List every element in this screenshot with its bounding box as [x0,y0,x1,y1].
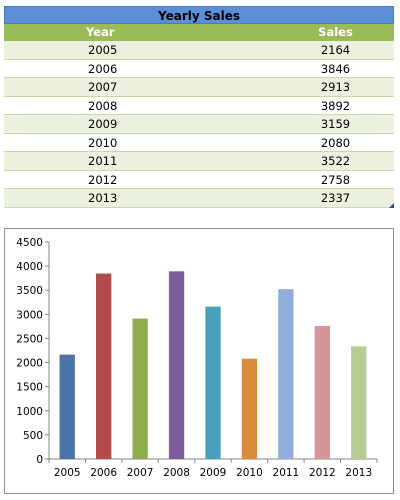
cell-sales: 2758 [320,172,351,187]
bar-2007 [132,318,148,459]
table-header-row: Year Sales [4,24,394,41]
cell-sales: 2913 [320,80,351,94]
table-row: 2006 3846 [4,59,394,78]
header-year: Year [86,25,115,39]
table-row: 2007 2913 [4,78,394,97]
cell-year: 2013 [88,191,118,205]
cell-sales: 3892 [320,98,351,113]
table-row: 2011 3522 [4,152,394,171]
y-tick-label: 1000 [16,406,43,418]
bar-2010 [241,358,258,459]
sales-table: Yearly Sales Year Sales 2005 2164 2006 3846… [4,6,394,208]
cell-sales: 3159 [320,117,351,131]
cell-year: 2009 [88,117,118,131]
bar-2011 [278,289,294,459]
y-tick-label: 2500 [16,333,43,345]
table-row: 2009 3159 [4,115,394,134]
x-tick-label: 2011 [273,467,300,479]
table-row: 2013 2337 [4,189,394,208]
x-tick-label: 2013 [345,467,372,479]
y-tick-label: 0 [36,454,43,466]
bar-2009 [205,306,221,459]
table-row: 2008 3892 [4,96,394,115]
bar-2008 [168,271,185,459]
cell-year: 2006 [88,61,118,76]
cell-year: 2012 [88,172,118,187]
cell-year: 2005 [88,43,118,57]
cell-sales: 3846 [320,61,351,76]
y-tick-label: 2000 [16,358,43,370]
cell-year: 2008 [88,98,118,113]
x-tick-label: 2006 [90,467,117,479]
table-resize-handle-icon[interactable] [389,202,394,208]
bar-2006 [96,273,112,459]
header-sales: Sales [318,25,353,39]
table-row: 2010 2080 [4,133,394,152]
cell-sales: 2337 [320,191,351,205]
bar-2005 [59,354,75,459]
cell-sales: 3522 [320,154,351,168]
x-tick-label: 2012 [309,467,336,479]
bar-chart-svg: 0 500 1000 1500 2000 2500 3000 3500 4000 4500 2005… [16,237,378,479]
cell-sales: 2164 [320,43,351,57]
y-tick-label: 4000 [16,261,43,273]
table-body: 2005 2164 2006 3846 2007 2913 2008 3892 2009 3159… [4,41,394,208]
cell-year: 2007 [88,80,118,94]
bar-2012 [314,326,330,459]
bar-2013 [351,346,367,459]
cell-year: 2010 [88,135,118,150]
x-tick-label: 2005 [54,467,81,479]
x-tick-label: 2009 [200,467,227,479]
cell-sales: 2080 [320,135,351,150]
x-tick-label: 2007 [127,467,154,479]
y-tick-label: 3000 [16,309,43,321]
y-tick-label: 4500 [16,237,43,249]
y-tick-label: 1500 [16,382,43,394]
table-row: 2005 2164 [4,41,394,60]
x-tick-label: 2010 [236,467,263,479]
table-row: 2012 2758 [4,170,394,189]
table-title: Yearly Sales [4,6,394,24]
y-tick-label: 3500 [16,285,43,297]
x-tick-label: 2008 [163,467,190,479]
sales-chart: 0 500 1000 1500 2000 2500 3000 3500 4000 4500 2005… [4,228,394,494]
cell-year: 2011 [88,154,118,168]
y-tick-label: 500 [23,430,43,442]
